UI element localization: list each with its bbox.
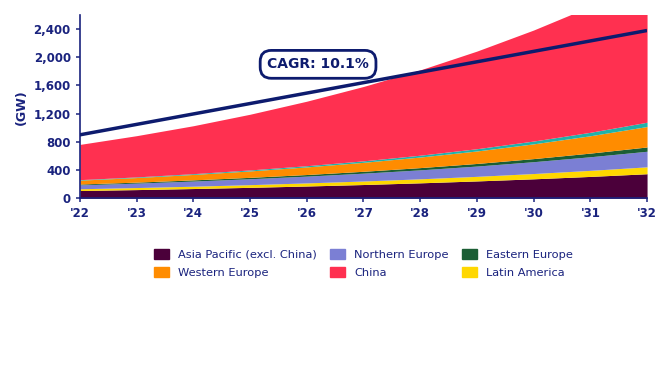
Text: CAGR: 10.1%: CAGR: 10.1% xyxy=(267,57,369,71)
Y-axis label: (GW): (GW) xyxy=(15,89,28,125)
Legend: Asia Pacific (excl. China), Western Europe, Northern Europe, China, Eastern Euro: Asia Pacific (excl. China), Western Euro… xyxy=(149,244,578,282)
